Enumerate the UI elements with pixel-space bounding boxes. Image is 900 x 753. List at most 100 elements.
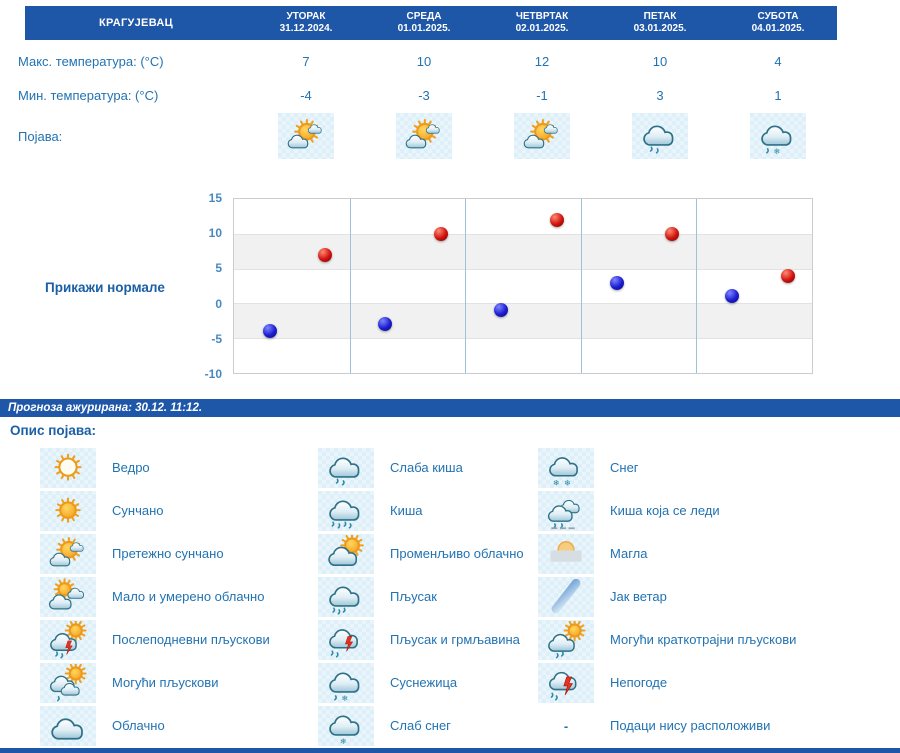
legend-icon-tile	[40, 533, 96, 574]
legend-row: Облачно	[40, 704, 315, 747]
phenomena-label: Појава:	[18, 128, 63, 144]
max-temp-dot	[780, 268, 795, 283]
shower-icon	[329, 585, 360, 615]
legend-row: Киша која се леди	[538, 489, 888, 532]
legend-label: Ведро	[112, 460, 150, 475]
shower-thunder-icon	[329, 628, 358, 658]
legend-icon-tile	[538, 662, 594, 703]
legend-label: Киша	[390, 503, 423, 518]
min-temp-dot	[725, 289, 740, 304]
legend-label: Пљусак	[390, 589, 437, 604]
phenomenon-icon-tile	[278, 113, 334, 159]
legend-row: - Подаци нису расположиви	[538, 704, 888, 747]
chart-gridline	[234, 233, 812, 235]
legend-icon-tile	[318, 576, 374, 617]
legend-icon-tile	[318, 447, 374, 488]
day-separator-line	[349, 199, 351, 373]
legend-row: Јак ветар	[538, 575, 888, 618]
day-name: ЧЕТВРТАК	[515, 11, 569, 22]
chart-band	[234, 268, 812, 304]
legend-label: Јак ветар	[610, 589, 667, 604]
status-bar: Прогноза ажурирана: 30.12. 11:12.	[0, 399, 900, 417]
max-temp-label: Макс. температура: (°C)	[18, 53, 164, 69]
day-header-1: УТОРАК 31.12.2024.	[247, 6, 365, 40]
legend-icon-tile	[318, 619, 374, 660]
chart-band	[234, 199, 812, 234]
legend-label: Киша која се леди	[610, 503, 720, 518]
max-temp-value: 10	[416, 53, 432, 69]
legend-label: Променљиво облачно	[390, 546, 524, 561]
storms-icon	[549, 671, 577, 701]
freezing-rain-icon	[547, 499, 580, 529]
light-rain-icon	[643, 125, 674, 154]
chart-band	[234, 303, 812, 339]
partly-cloudy-icon	[48, 577, 84, 610]
day-header-cells: УТОРАК 31.12.2024. СРЕДА 01.01.2025. ЧЕТВРТА…	[247, 6, 837, 40]
sleet-icon: ❄	[761, 125, 792, 155]
short-showers-icon	[548, 620, 586, 658]
y-axis-tick-label: 15	[208, 191, 222, 205]
legend-row: Сунчано	[40, 489, 315, 532]
min-temp-value: 3	[656, 87, 664, 103]
legend-icon-tile	[40, 662, 96, 703]
legend-row: Могући краткотрајни пљускови	[538, 618, 888, 661]
show-normals-link[interactable]: Прикажи нормале	[45, 280, 165, 295]
legend-icon-tile: -	[538, 706, 594, 746]
legend-label: Слаб снег	[390, 718, 451, 733]
legend-label: Подаци нису расположиви	[610, 718, 771, 733]
y-axis-tick-label: -10	[204, 367, 222, 381]
light-snow-icon: ❄	[329, 714, 360, 745]
svg-text:-: -	[564, 718, 568, 733]
mostly-sunny-icon	[405, 118, 440, 149]
max-temp-row: Макс. температура: (°C) 7 10 12 10 4	[18, 50, 837, 72]
legend-row: ❄ Слаб снег	[318, 704, 536, 747]
forecast-table-header: КРАГУЈЕВАЦ УТОРАК 31.12.2024. СРЕДА 01.01.2…	[25, 6, 837, 40]
day-name: УТОРАК	[286, 11, 326, 22]
bottom-divider-bar	[0, 748, 900, 753]
day-date: 31.12.2024.	[279, 23, 333, 34]
min-temp-dot	[609, 275, 624, 290]
phenomena-icons: ❄	[247, 113, 837, 159]
min-temp-label: Мин. температура: (°C)	[18, 87, 159, 103]
legend-icon-tile: ❄ ❄	[538, 447, 594, 488]
phenomenon-cell	[601, 113, 719, 159]
legend-row: Послеподневни пљускови	[40, 618, 315, 661]
day-header-5: СУБОТА 04.01.2025.	[719, 6, 837, 40]
phenomenon-icon-tile	[632, 113, 688, 159]
legend-row: ❄ Суснежица	[318, 661, 536, 704]
legend-label: Мало и умерено облачно	[112, 589, 265, 604]
phenomenon-cell: ❄	[719, 113, 837, 159]
min-temp-value: -4	[300, 87, 312, 103]
day-separator-line	[465, 199, 467, 373]
min-temp-row: Мин. температура: (°C) -4 -3 -1 3 1	[18, 84, 837, 106]
legend-row: ❄ ❄ Снег	[538, 446, 888, 489]
phenomenon-cell	[365, 113, 483, 159]
day-separator-line	[580, 199, 582, 373]
cloudy-icon	[51, 717, 83, 740]
legend-icon-tile	[40, 619, 96, 660]
day-name: СУБОТА	[757, 11, 799, 22]
clear-icon	[54, 453, 82, 481]
afternoon-showers-icon	[50, 620, 87, 658]
legend-label: Непогоде	[610, 675, 668, 690]
legend-icon-tile	[40, 447, 96, 488]
phenomenon-cell	[247, 113, 365, 159]
day-date: 03.01.2025.	[633, 23, 687, 34]
legend-label: Сунчано	[112, 503, 164, 518]
legend-icon-tile	[538, 533, 594, 574]
svg-text:❄: ❄	[564, 478, 571, 487]
day-date: 02.01.2025.	[515, 23, 569, 34]
chart-gridline	[234, 303, 812, 305]
legend-icon-tile: ❄	[318, 662, 374, 703]
sleet-icon: ❄	[329, 671, 360, 702]
sunny-icon	[55, 496, 81, 523]
min-temp-value: -3	[418, 87, 430, 103]
phenomenon-cell	[483, 113, 601, 159]
legend-row: Слаба киша	[318, 446, 536, 489]
max-temp-values: 7 10 12 10 4	[247, 54, 837, 69]
day-header-2: СРЕДА 01.01.2025.	[365, 6, 483, 40]
light-rain-icon	[329, 456, 360, 486]
location-header-cell: КРАГУЈЕВАЦ	[99, 17, 173, 29]
max-temp-value: 7	[302, 53, 310, 69]
